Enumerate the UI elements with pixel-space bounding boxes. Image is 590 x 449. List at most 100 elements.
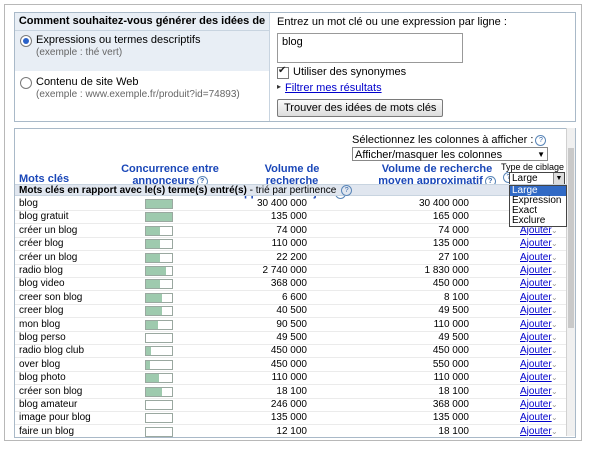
table-row: mon blog 90 500 110 000 Ajouter ⌄ [15, 318, 575, 332]
add-keyword-link[interactable]: Ajouter [520, 224, 552, 236]
chevron-down-icon[interactable]: ⌄ [551, 346, 558, 356]
competition-bar-fill [146, 347, 152, 356]
group-header: Mots clés en rapport avec le(s) terme(s)… [15, 184, 575, 196]
keyword-cell: image pour blog [19, 412, 91, 424]
keyword-cell: créer un blog [19, 251, 78, 263]
option-descriptive-terms[interactable]: Expressions ou termes descriptifs (exemp… [15, 31, 269, 71]
add-keyword-link[interactable]: Ajouter [520, 251, 552, 263]
chevron-down-icon[interactable]: ▼ [553, 173, 564, 184]
add-keyword-link[interactable]: Ajouter [520, 372, 552, 384]
scrollbar-thumb[interactable] [568, 148, 574, 328]
table-row: creer son blog 6 600 8 100 Ajouter ⌄ [15, 291, 575, 305]
competition-bar [145, 319, 173, 330]
chevron-down-icon[interactable]: ⌄ [551, 333, 558, 342]
chevron-down-icon[interactable]: ⌄ [551, 252, 558, 262]
keyword-cell: radio blog club [19, 345, 85, 357]
add-keyword-link[interactable]: Ajouter [520, 385, 552, 397]
chevron-down-icon[interactable]: ⌄ [551, 292, 558, 302]
synonyms-checkbox[interactable] [277, 65, 289, 79]
competition-bar [145, 252, 173, 263]
add-keyword-link[interactable]: Ajouter [520, 265, 552, 276]
average-volume-cell: 18 100 [438, 425, 469, 437]
average-volume-cell: 450 000 [432, 345, 469, 357]
keyword-input[interactable]: blog [277, 33, 463, 63]
competition-bar [145, 333, 173, 343]
match-type-option[interactable]: Expression [512, 195, 562, 206]
add-keyword-link[interactable]: Ajouter [520, 238, 552, 250]
help-icon[interactable]: ? [535, 134, 547, 146]
group-title: Mots clés en rapport avec le(s) terme(s)… [19, 185, 247, 197]
competition-bar [145, 239, 173, 250]
add-keyword-link[interactable]: Ajouter [520, 399, 552, 410]
match-type-option[interactable]: Exclure [512, 215, 546, 226]
radio-descriptive-terms[interactable] [20, 35, 32, 47]
chevron-down-icon[interactable]: ⌄ [551, 306, 558, 316]
chevron-down-icon[interactable]: ⌄ [551, 225, 558, 235]
keyword-cell: blog photo [19, 372, 66, 384]
radio-website-content[interactable] [20, 77, 32, 89]
chevron-down-icon[interactable]: ⌄ [551, 413, 558, 423]
competition-bar [145, 199, 173, 209]
keyword-cell: radio blog [19, 265, 63, 276]
match-type-value: Large [512, 173, 538, 184]
table-row: créer son blog 18 100 18 100 Ajouter ⌄ [15, 385, 575, 399]
monthly-volume-cell: 18 100 [276, 385, 307, 397]
add-keyword-link[interactable]: Ajouter [520, 278, 552, 290]
chevron-down-icon[interactable]: ⌄ [551, 239, 558, 249]
add-keyword-link[interactable]: Ajouter [520, 318, 552, 330]
add-keyword-link[interactable]: Ajouter [520, 358, 552, 370]
filter-results-link[interactable]: Filtrer mes résultats [285, 82, 382, 94]
average-volume-cell: 1 830 000 [424, 265, 470, 276]
chevron-down-icon[interactable]: ⌄ [551, 359, 558, 369]
competition-bar-fill [146, 226, 161, 235]
match-type-option[interactable]: Large [510, 186, 566, 196]
keyword-cell: blog [19, 198, 38, 209]
option-descriptive-example: (exemple : thé vert) [36, 47, 123, 58]
competition-bar [145, 386, 173, 397]
monthly-volume-cell: 74 000 [276, 224, 307, 236]
option-website-content[interactable]: Contenu de site Web (exemple : www.exemp… [15, 73, 269, 113]
competition-bar-fill [146, 293, 162, 302]
table-row: blog photo 110 000 110 000 Ajouter ⌄ [15, 371, 575, 386]
average-volume-cell: 18 100 [438, 385, 469, 397]
competition-bar-fill [146, 267, 166, 275]
add-keyword-link[interactable]: Ajouter [520, 291, 552, 303]
scrollbar[interactable] [566, 128, 575, 436]
add-keyword-link[interactable]: Ajouter [520, 425, 552, 437]
monthly-volume-cell: 110 000 [271, 238, 307, 250]
competition-bar [145, 400, 173, 410]
table-row: faire un blog 12 100 18 100 Ajouter ⌄ [15, 425, 575, 437]
find-keywords-button[interactable]: Trouver des idées de mots clés [277, 99, 444, 117]
column-select[interactable]: Afficher/masquer les colonnes ▼ [352, 147, 548, 161]
monthly-volume-cell: 450 000 [270, 358, 307, 370]
add-keyword-link[interactable]: Ajouter [520, 332, 552, 343]
keyword-cell: créer blog [19, 238, 64, 250]
add-keyword-link[interactable]: Ajouter [520, 412, 552, 424]
keyword-cell: over blog [19, 358, 61, 370]
monthly-volume-cell: 246 000 [270, 399, 307, 410]
expand-arrow-icon: ▸ [277, 82, 282, 91]
competition-bar-fill [146, 387, 162, 396]
table-row: créer un blog 74 000 74 000 Ajouter ⌄ [15, 224, 575, 238]
chevron-down-icon[interactable]: ⌄ [551, 426, 558, 436]
add-keyword-link[interactable]: Ajouter [520, 305, 552, 317]
column-select-label: Sélectionnez les colonnes à afficher :? [352, 134, 547, 146]
chevron-down-icon[interactable]: ⌄ [551, 400, 558, 409]
chevron-down-icon[interactable]: ⌄ [551, 266, 558, 275]
results-panel: Sélectionnez les colonnes à afficher :? … [14, 128, 576, 438]
option-website-example: (exemple : www.exemple.fr/produit?id=748… [36, 89, 240, 100]
keyword-prompt: Entrez un mot clé ou une expression par … [277, 16, 507, 28]
chevron-down-icon[interactable]: ⌄ [551, 279, 558, 289]
chevron-down-icon[interactable]: ⌄ [551, 386, 558, 396]
help-icon[interactable]: ? [341, 185, 353, 196]
keyword-cell: creer blog [19, 305, 64, 317]
average-volume-cell: 8 100 [443, 291, 469, 303]
match-type-option[interactable]: Exact [512, 205, 538, 216]
add-keyword-link[interactable]: Ajouter [520, 345, 552, 357]
header-keywords[interactable]: Mots clés [19, 173, 70, 185]
chevron-down-icon[interactable]: ⌄ [551, 319, 558, 329]
chevron-down-icon[interactable]: ⌄ [551, 373, 558, 383]
keyword-cell: créer son blog [19, 385, 83, 397]
competition-bar [145, 292, 173, 303]
